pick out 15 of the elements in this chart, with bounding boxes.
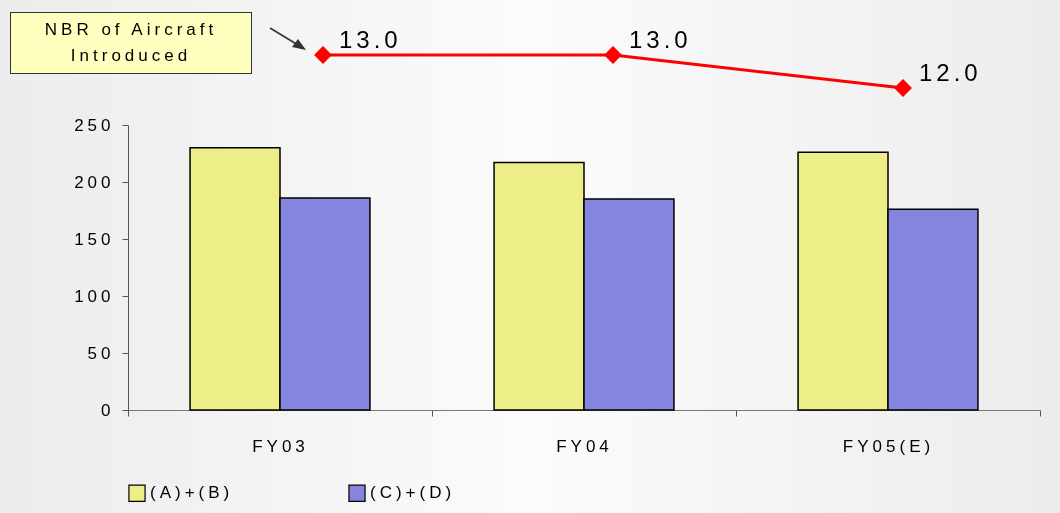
x-tick-label: FY05(E) [842,436,935,456]
data-label: 13.0 [629,26,692,53]
y-tick-label: 100 [74,286,115,306]
y-tick-label: 200 [74,172,115,192]
data-label: 13.0 [339,26,402,53]
y-tick-label: 250 [74,115,115,135]
callout-box: NBR of Aircraft Introduced [10,12,252,74]
data-label: 12.0 [919,59,982,86]
x-tick-label: FY03 [252,436,309,456]
legend-label: (A)+(B) [150,483,234,503]
y-tick-label: 50 [87,343,115,363]
y-tick-label: 150 [74,229,115,249]
x-tick-label: FY04 [556,436,613,456]
y-tick-label: 0 [101,400,115,420]
legend-label: (C)+(D) [370,483,456,503]
